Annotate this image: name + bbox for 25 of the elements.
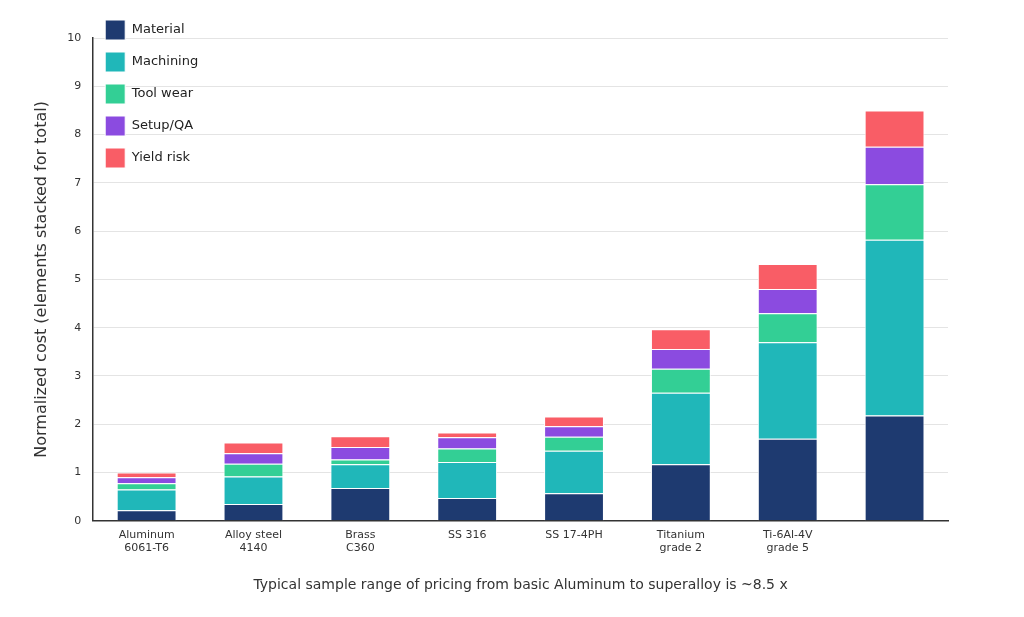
- y-axis-title: Normalized cost (elements stacked for total): [30, 101, 50, 458]
- x-tick-label: Ti-6Al-4V grade 5: [761, 528, 813, 555]
- legend-label: Material: [131, 21, 185, 37]
- y-tick-label: 0: [74, 513, 82, 527]
- y-tick-label: 2: [74, 417, 82, 431]
- x-tick-label: SS 17-4PH: [545, 528, 603, 542]
- y-tick-label: 8: [74, 127, 82, 141]
- y-tick-label: 10: [67, 30, 82, 44]
- y-tick-label: 9: [74, 79, 82, 93]
- legend-label: Tool wear: [130, 85, 194, 101]
- x-tick-label: SS 316: [447, 528, 487, 542]
- legend-label: Machining: [131, 53, 199, 69]
- y-tick-label: 6: [74, 223, 82, 237]
- legend-label: Setup/QA: [131, 117, 194, 133]
- x-tick-label: Alloy steel 4140: [224, 528, 282, 555]
- y-tick-label: 5: [74, 272, 82, 286]
- y-tick-label: 4: [74, 320, 82, 334]
- x-tick-label: Titanium grade 2: [655, 528, 705, 555]
- y-tick-label: 3: [74, 368, 82, 382]
- x-tick-label: Brass C360: [345, 528, 376, 555]
- legend-label: Yield risk: [130, 149, 191, 165]
- x-tick-label: Aluminum 6061-T6: [118, 528, 175, 555]
- y-tick-label: 7: [74, 175, 82, 189]
- x-axis-title: Typical sample range of pricing from basic Aluminum to superalloy is ~8.5 x: [252, 576, 788, 593]
- y-tick-label: 1: [74, 465, 82, 479]
